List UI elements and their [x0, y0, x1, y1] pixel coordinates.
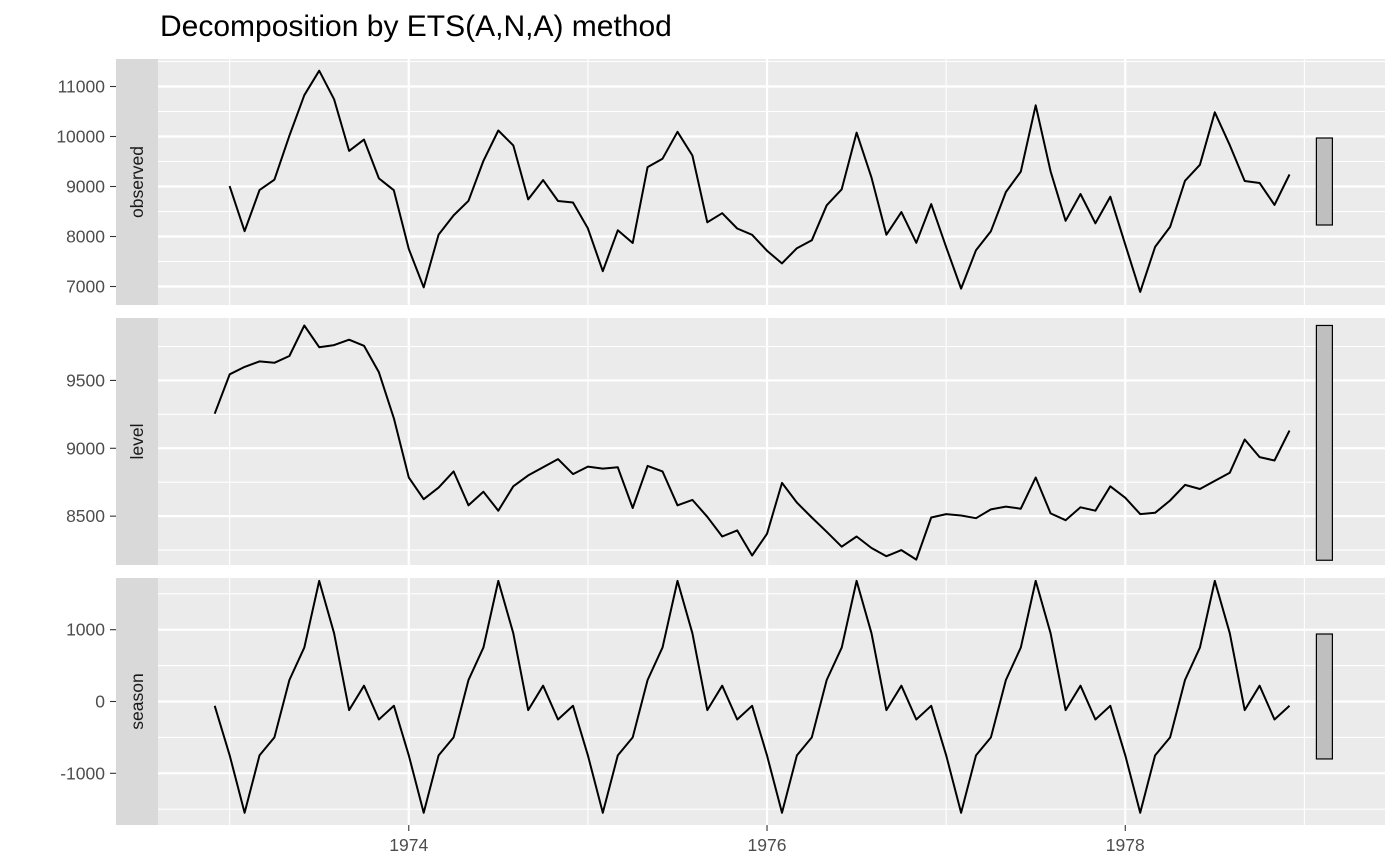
- series-line-level: [213, 324, 1291, 561]
- panel-season: season -1000 0 1000: [60, 578, 1385, 825]
- panel-level: level 8500 9000 9500: [66, 318, 1385, 565]
- strip-label-observed: observed: [127, 146, 147, 218]
- y-tick-label: 9500: [66, 370, 105, 390]
- strip-observed: [116, 59, 158, 305]
- y-tick-label: 9000: [66, 177, 105, 197]
- x-tick-label: 1978: [1106, 835, 1145, 855]
- y-tick-label: 8500: [66, 506, 105, 526]
- x-tick-label: 1974: [389, 835, 428, 855]
- chart-title: Decomposition by ETS(A,N,A) method: [160, 10, 672, 43]
- scale-bar-season: [1315, 633, 1333, 760]
- y-tick-label: 11000: [58, 77, 106, 97]
- scale-bar-level: [1315, 324, 1333, 561]
- panel-background: [158, 318, 1385, 565]
- y-tick-label: 10000: [56, 127, 105, 147]
- y-tick-label: -1000: [60, 763, 105, 783]
- panel-background: [158, 59, 1385, 305]
- panel-observed: observed 7000 8000 9000 10000 11000: [56, 59, 1385, 305]
- series-line-observed: [228, 69, 1291, 293]
- strip-label-season: season: [127, 673, 147, 729]
- strip-level: [116, 318, 158, 565]
- y-tick-label: 0: [95, 692, 105, 712]
- strip-season: [116, 578, 158, 825]
- panels: observed7000800090001000011000level85009…: [56, 59, 1385, 825]
- scale-bar-observed: [1315, 137, 1333, 226]
- strip-label-level: level: [127, 424, 147, 460]
- y-tick-label: 9000: [66, 438, 105, 458]
- y-tick-label: 8000: [66, 227, 105, 247]
- y-tick-label: 1000: [66, 620, 105, 640]
- x-axis: 1974 1976 1978: [389, 825, 1145, 855]
- x-tick-label: 1976: [748, 835, 787, 855]
- series-line-season: [213, 579, 1291, 814]
- y-tick-label: 7000: [66, 277, 105, 297]
